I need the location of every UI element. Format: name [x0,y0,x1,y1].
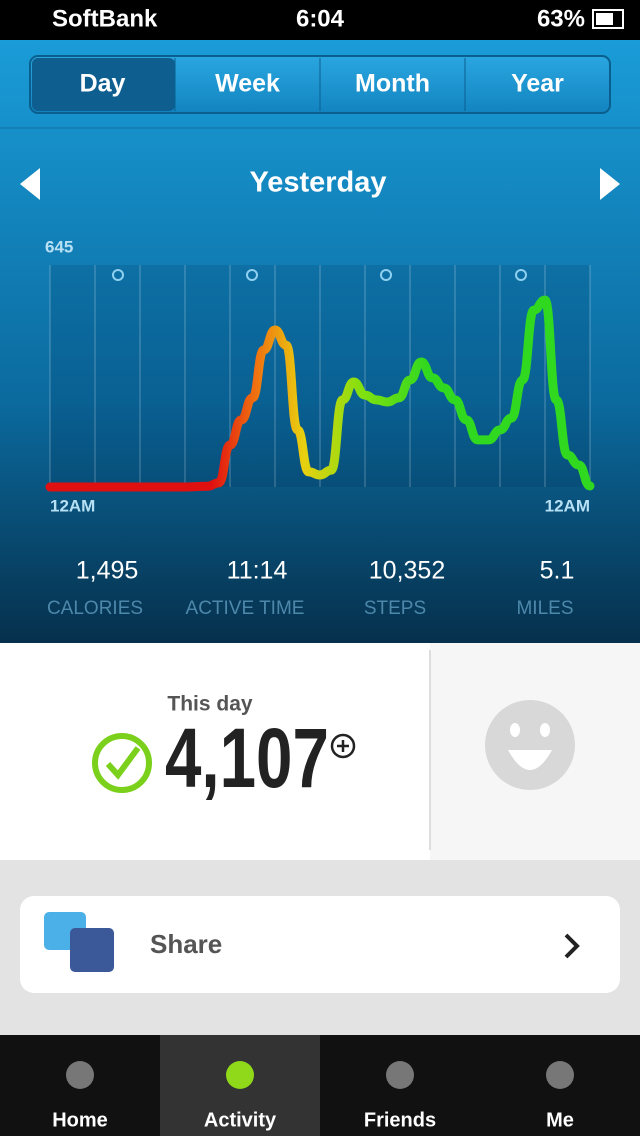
face-eye [540,723,550,737]
tab-icon [66,1061,94,1089]
carrier: SoftBank [52,5,158,32]
share-button[interactable] [20,896,620,993]
graph-area [50,265,590,487]
tab[interactable]: Year [511,70,564,98]
tab-label[interactable]: Friends [364,1109,436,1131]
header-bg [0,40,640,643]
tab-icon [226,1061,254,1089]
chevron [564,933,580,959]
tab-icon [386,1061,414,1089]
facebook-icon [70,928,114,972]
x-tick-label: 12AM [50,496,95,515]
tab[interactable]: Week [215,70,280,98]
face-mouth [508,750,552,770]
tab[interactable]: Day [80,70,126,98]
time-icon [515,269,527,281]
stat-label: MILES [516,598,573,619]
tab-label[interactable]: Activity [204,1109,277,1131]
today-label: This day [167,693,253,716]
tab[interactable]: Month [355,70,430,98]
fuel-points: 4,107 [165,711,329,805]
activity-line [45,295,595,492]
time-icon [112,269,124,281]
stat-value: 5.1 [540,557,575,585]
share-label: Share [150,929,222,959]
tab-label[interactable]: Me [546,1109,574,1131]
time-icon [246,269,258,281]
stat-label: CALORIES [47,598,143,619]
goal-check [105,746,141,780]
battery-icon [592,9,624,29]
tab-icon [546,1061,574,1089]
y-tick-label: 645 [45,237,73,256]
plus-icon[interactable] [330,733,356,759]
battery: 63% [537,5,585,32]
stat-label: STEPS [364,598,426,619]
stat-value: 1,495 [76,557,139,585]
x-tick-label: 12AM [545,496,590,515]
time-icon [380,269,392,281]
date-label: Yesterday [249,167,386,199]
tab-selected [32,58,175,111]
goal-check [92,733,152,793]
stat-value: 11:14 [227,557,288,585]
battery-level [596,13,613,25]
stat-label: ACTIVE TIME [186,598,305,619]
stat-value: 10,352 [369,557,445,585]
face-eye [510,723,520,737]
status-bar [0,0,640,40]
prev-arrow[interactable] [20,168,40,200]
next-arrow[interactable] [600,168,620,200]
clock: 6:04 [296,5,345,32]
tab-label[interactable]: Home [52,1109,108,1131]
plus-icon [337,740,349,752]
mood-face[interactable] [485,700,575,790]
